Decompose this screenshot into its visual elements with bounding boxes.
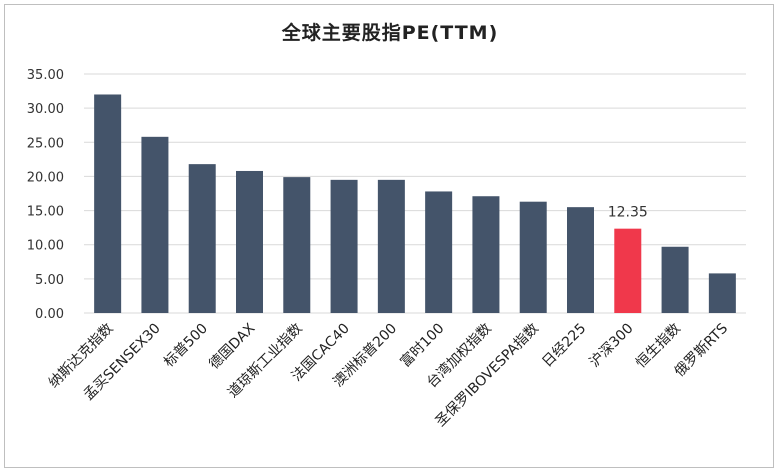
bar (377, 179, 405, 313)
bar (330, 179, 358, 313)
y-tick-label: 5.00 (35, 273, 64, 288)
y-tick-label: 0.00 (35, 307, 64, 322)
bar (708, 273, 736, 313)
y-tick-label: 15.00 (27, 205, 64, 220)
bar (567, 207, 594, 313)
bar (94, 94, 122, 313)
y-tick-label: 20.00 (27, 170, 64, 185)
bar (283, 177, 311, 313)
y-tick-label: 30.00 (27, 102, 64, 117)
bar (141, 136, 169, 313)
chart-title: 全球主要股指PE(TTM) (281, 22, 499, 44)
y-tick-label: 35.00 (27, 68, 64, 83)
bar (661, 246, 689, 313)
y-tick-label: 10.00 (27, 239, 64, 254)
y-tick-label: 25.00 (27, 136, 64, 151)
bar (614, 228, 642, 313)
x-tick-label: 标普500 (161, 321, 211, 371)
data-label: 12.35 (608, 205, 648, 221)
bar (236, 170, 263, 313)
x-tick-label: 日经225 (539, 321, 589, 371)
x-tick-label: 沪深300 (587, 321, 637, 371)
bar (472, 196, 500, 313)
bar (425, 191, 453, 313)
bar (519, 201, 547, 313)
bar (188, 164, 216, 313)
